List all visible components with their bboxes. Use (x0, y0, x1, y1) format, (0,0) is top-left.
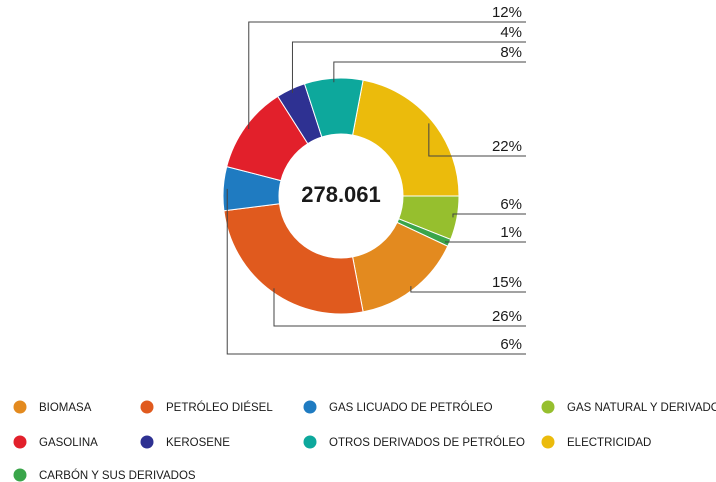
legend-marker (541, 435, 555, 449)
value-label: 26% (492, 308, 522, 325)
donut: 22% 6% 1% 15% 26% 6% 12% 4% 8% (222, 4, 526, 355)
leader-line (273, 288, 526, 327)
legend-label: GASOLINA (39, 437, 98, 449)
leader-line (248, 21, 526, 129)
leader-line (452, 213, 526, 218)
legend-marker (303, 400, 317, 414)
value-label: 6% (500, 336, 522, 353)
value-label: 22% (492, 138, 522, 155)
donut-hole (280, 135, 402, 257)
legend-label: OTROS DERIVADOS DE PETRÓLEO (329, 436, 525, 449)
value-label: 1% (500, 224, 522, 241)
legend-label: GAS NATURAL Y DERIVADOS (567, 402, 716, 414)
legend-marker (13, 400, 27, 414)
value-label: 6% (500, 196, 522, 213)
legend-label: BIOMASA (39, 402, 92, 414)
center-label: 278.061 (301, 182, 381, 207)
leader-line (428, 123, 526, 157)
leader-line (226, 188, 526, 355)
value-label: 8% (500, 44, 522, 61)
legend-marker (140, 435, 154, 449)
legend-marker (541, 400, 555, 414)
leader-line (333, 61, 526, 83)
legend-marker (13, 468, 27, 482)
legend-label: ELECTRICIDAD (567, 437, 651, 449)
legend-marker (13, 435, 27, 449)
legend-label: GAS LICUADO DE PETRÓLEO (329, 401, 493, 414)
value-label: 15% (492, 274, 522, 291)
legend-label: CARBÓN Y SUS DERIVADOS (39, 469, 196, 482)
value-label: 4% (500, 24, 522, 41)
donut-segment (223, 203, 364, 315)
legend-label: PETRÓLEO DIÉSEL (166, 401, 273, 414)
leader-line (410, 286, 526, 293)
legend-marker (140, 400, 154, 414)
leader-line (445, 241, 526, 243)
legend-label: KEROSENE (166, 437, 230, 449)
value-label: 12% (492, 4, 522, 21)
donut-segment (303, 77, 364, 138)
legend-marker (303, 435, 317, 449)
legend: BIOMASA PETRÓLEO DIÉSEL GAS LICUADO DE PET… (13, 400, 716, 482)
donut-segment (352, 79, 460, 197)
leader-line (291, 41, 526, 93)
